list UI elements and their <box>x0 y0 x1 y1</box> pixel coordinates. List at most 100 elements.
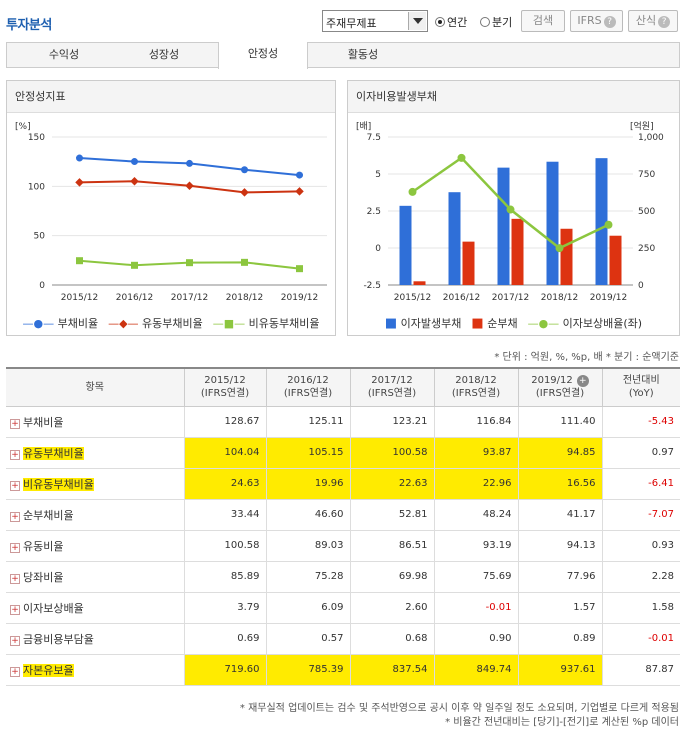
formula-button[interactable]: 산식? <box>628 10 678 32</box>
y-tick-label: 150 <box>28 133 45 143</box>
table-cell: 94.85 <box>517 437 602 469</box>
row-label[interactable]: + 금융비용부담율 <box>6 623 184 655</box>
tab-activity[interactable]: 활동성 <box>347 48 379 61</box>
table-cell: 719.60 <box>183 654 266 686</box>
row-label[interactable]: + 자본유보율 <box>6 654 184 686</box>
radio-annual[interactable]: 연간 <box>435 14 467 30</box>
legend-item: —●— 이자보상배율(좌) <box>527 317 643 330</box>
chart-title: 안정성지표 <box>7 81 335 113</box>
row-label[interactable]: + 당좌비율 <box>6 561 184 593</box>
table-cell: 2.60 <box>349 592 434 624</box>
table-cell: 116.84 <box>433 406 518 438</box>
report-type-select[interactable]: 주재무제표 <box>322 10 428 32</box>
table-cell: 93.19 <box>433 530 518 562</box>
table-row: + 자본유보율 719.60 785.39 837.54 849.74 937.61 87.8… <box>6 654 680 686</box>
table-cell: 837.54 <box>349 654 434 686</box>
row-label-text: 비유동부채비율 <box>23 477 94 491</box>
table-cell: 87.87 <box>601 654 680 686</box>
table-cell: 0.57 <box>265 623 350 655</box>
ifrs-button[interactable]: IFRS? <box>570 10 623 32</box>
column-header: 2018/12 (IFRS연결) <box>433 367 519 407</box>
y-tick-label: 0 <box>39 281 45 291</box>
row-label[interactable]: + 부채비율 <box>6 406 184 438</box>
row-label[interactable]: + 유동부채비율 <box>6 437 184 469</box>
row-label-text: 유동부채비율 <box>23 446 84 460</box>
row-label-text: 유동비율 <box>23 539 64 553</box>
table-row: + 부채비율 128.67 125.11 123.21 116.84 111.40 -5.43 <box>6 406 680 438</box>
table-cell: 94.13 <box>517 530 602 562</box>
table-cell: 22.63 <box>349 468 434 500</box>
table-cell: -6.41 <box>601 468 680 500</box>
table-row: + 이자보상배율 3.79 6.09 2.60 -0.01 1.57 1.58 <box>6 592 680 624</box>
chevron-down-icon <box>408 12 426 30</box>
table-cell: 100.58 <box>183 530 266 562</box>
table-cell: 75.69 <box>433 561 518 593</box>
table-cell: 69.98 <box>349 561 434 593</box>
y-tick-label-right: 250 <box>638 244 655 254</box>
row-label[interactable]: + 유동비율 <box>6 530 184 562</box>
table-cell: 0.97 <box>601 437 680 469</box>
table-cell: 0.93 <box>601 530 680 562</box>
bar <box>413 281 426 285</box>
expand-icon[interactable]: + <box>10 511 20 522</box>
tab-profitability[interactable]: 수익성 <box>48 48 80 61</box>
add-column-icon[interactable]: + <box>576 375 589 388</box>
table-row: + 당좌비율 85.89 75.28 69.98 75.69 77.96 2.28 <box>6 561 680 593</box>
tab-stability[interactable]: 안정성 <box>218 42 308 69</box>
y-tick-label: 100 <box>28 182 45 192</box>
table-cell: 105.15 <box>265 437 350 469</box>
expand-icon[interactable]: + <box>10 480 20 491</box>
y-tick-label: 7.5 <box>367 133 381 143</box>
expand-icon[interactable]: + <box>10 449 20 460</box>
row-label[interactable]: + 순부채비율 <box>6 499 184 531</box>
bar <box>560 228 573 285</box>
data-point <box>457 153 466 162</box>
radio-quarter[interactable]: 분기 <box>480 14 512 30</box>
legend-item: —◆— 유동부채비율 <box>108 317 203 330</box>
bar <box>399 205 412 285</box>
bar <box>462 241 475 285</box>
table-header-row: 항목 2015/12 (IFRS연결) 2016/12 (IFRS연결) 2017/… <box>6 367 680 407</box>
tab-growth[interactable]: 성장성 <box>148 48 180 61</box>
row-label-text: 부채비율 <box>23 415 64 429</box>
bar <box>497 167 510 285</box>
table-row: + 금융비용부담율 0.69 0.57 0.68 0.90 0.89 -0.01 <box>6 623 680 655</box>
data-point <box>295 187 304 196</box>
data-point <box>130 177 139 186</box>
expand-icon[interactable]: + <box>10 573 20 584</box>
stability-line-chart: [%] 0 50 100 150 2015/12 2016/12 2017/12 2018/12… <box>15 122 327 303</box>
data-point <box>296 171 303 179</box>
expand-icon[interactable]: + <box>10 604 20 615</box>
column-header: 2015/12 (IFRS연결) <box>183 367 267 407</box>
row-label-text: 금융비용부담율 <box>23 632 94 646</box>
x-tick-label: 2017/12 <box>492 293 529 303</box>
legend-item: ■ 순부채 <box>471 316 518 331</box>
table-row: + 비유동부채비율 24.63 19.96 22.63 22.96 16.56 -6.41 <box>6 468 680 500</box>
column-header: 2017/12 (IFRS연결) <box>349 367 435 407</box>
column-header: 항목 <box>6 367 185 407</box>
table-cell: 75.28 <box>265 561 350 593</box>
data-point <box>604 220 613 229</box>
table-cell: 41.17 <box>517 499 602 531</box>
expand-icon[interactable]: + <box>10 418 20 429</box>
table-cell: 22.96 <box>433 468 518 500</box>
y-tick-label: -2.5 <box>363 281 381 291</box>
y-tick-label: 0 <box>375 244 381 254</box>
row-label-text: 이자보상배율 <box>23 601 84 615</box>
row-label[interactable]: + 이자보상배율 <box>6 592 184 624</box>
expand-icon[interactable]: + <box>10 635 20 646</box>
expand-icon[interactable]: + <box>10 542 20 553</box>
bar <box>511 218 524 285</box>
row-label-text: 자본유보율 <box>23 663 74 677</box>
expand-icon[interactable]: + <box>10 666 20 677</box>
y-tick-label: 50 <box>34 232 46 242</box>
column-header: 전년대비 (YoY) <box>601 367 680 407</box>
tab-bar: 수익성 성장성 안정성 활동성 <box>6 42 680 69</box>
table-cell: 104.04 <box>183 437 266 469</box>
row-label[interactable]: + 비유동부채비율 <box>6 468 184 500</box>
legend-item: ■ 이자발생부채 <box>384 316 462 331</box>
search-button[interactable]: 검색 <box>521 10 565 32</box>
table-cell: 0.69 <box>183 623 266 655</box>
column-header: 2019/12 + (IFRS연결) <box>517 367 603 407</box>
stability-chart-panel: 안정성지표 [%] 0 50 100 150 2015/12 2016/12 2017/12 2… <box>6 80 336 336</box>
